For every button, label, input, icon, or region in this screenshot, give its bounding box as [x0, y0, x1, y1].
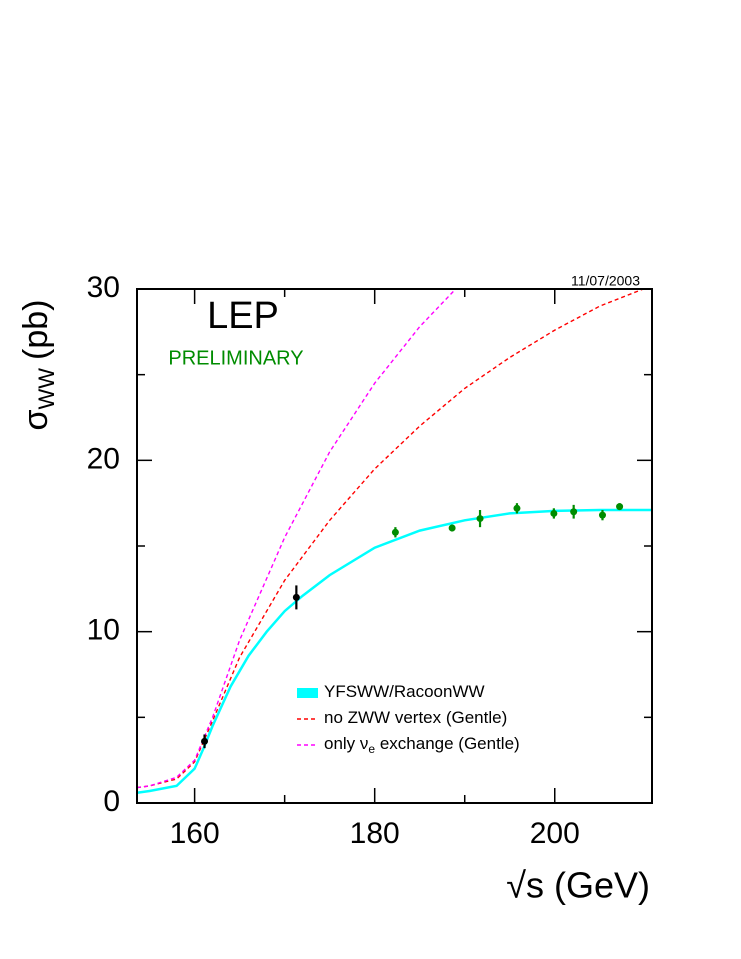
- data-point: [513, 504, 521, 512]
- data-point: [550, 509, 558, 517]
- x-tick-label: 160: [170, 817, 220, 850]
- legend-text: no ZWW vertex (Gentle): [324, 708, 507, 727]
- data-point: [292, 593, 300, 601]
- x-tick-label: 200: [530, 817, 580, 850]
- y-tick-label: 20: [87, 442, 120, 475]
- chart-title: LEP: [207, 295, 279, 337]
- y-tick-label: 10: [87, 614, 120, 647]
- data-point: [448, 524, 456, 532]
- legend-label: only νe exchange (Gentle): [324, 734, 520, 756]
- legend-text: YFSWW/RacoonWW: [324, 682, 485, 701]
- legend-label: YFSWW/RacoonWW: [324, 682, 485, 701]
- y-tick-label: 30: [87, 271, 120, 304]
- y-label-symbol: σ: [17, 409, 55, 430]
- band-curve: [137, 508, 652, 794]
- date-label: 11/07/2003: [571, 273, 640, 289]
- data-point: [598, 511, 606, 519]
- legend-text: exchange (Gentle): [375, 734, 520, 753]
- legend-swatch: [297, 688, 318, 698]
- legend-label: no ZWW vertex (Gentle): [324, 708, 507, 727]
- legend-text: only ν: [324, 734, 368, 753]
- data-point: [616, 503, 624, 511]
- x-tick-label: 180: [350, 817, 400, 850]
- y-label-sub: WW: [34, 368, 59, 410]
- data-point: [570, 508, 578, 516]
- data-point: [476, 515, 484, 523]
- data-point: [201, 737, 209, 745]
- dashed-curve: [137, 289, 646, 789]
- dashed-curve: [137, 289, 457, 789]
- legend-text: e: [368, 742, 375, 756]
- chart-subtitle: PRELIMINARY: [168, 347, 303, 369]
- data-point: [391, 528, 399, 536]
- y-label-unit: (pb): [17, 300, 55, 360]
- curves: [137, 289, 652, 794]
- x-axis-label: √s (GeV): [506, 865, 650, 906]
- y-axis-label: σWW (pb): [17, 300, 59, 431]
- y-tick-label: 0: [103, 785, 120, 818]
